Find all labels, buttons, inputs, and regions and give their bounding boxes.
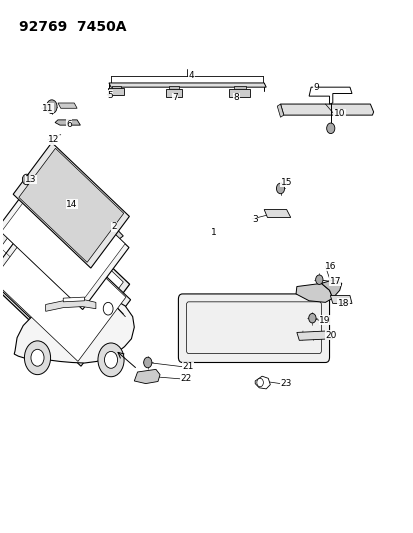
Text: 9: 9	[313, 83, 318, 92]
Polygon shape	[263, 209, 290, 217]
Polygon shape	[1, 170, 125, 306]
Circle shape	[143, 357, 152, 368]
Polygon shape	[13, 142, 129, 268]
Text: 17: 17	[329, 277, 340, 286]
Polygon shape	[58, 103, 77, 108]
Circle shape	[326, 123, 334, 134]
Text: 11: 11	[41, 104, 53, 113]
Polygon shape	[229, 90, 249, 96]
Polygon shape	[109, 83, 266, 87]
Polygon shape	[309, 87, 351, 104]
Polygon shape	[10, 205, 123, 244]
Circle shape	[276, 183, 284, 193]
Circle shape	[315, 275, 322, 285]
Circle shape	[308, 313, 315, 323]
Circle shape	[24, 341, 50, 375]
Text: 20: 20	[325, 330, 336, 340]
Text: 10: 10	[333, 109, 344, 118]
Polygon shape	[169, 86, 179, 90]
Polygon shape	[0, 211, 131, 366]
Polygon shape	[296, 331, 332, 341]
Text: 2: 2	[111, 222, 116, 231]
Text: 12: 12	[47, 135, 59, 144]
Polygon shape	[277, 104, 283, 117]
Circle shape	[98, 343, 124, 377]
Polygon shape	[330, 295, 351, 303]
Circle shape	[22, 174, 31, 185]
Circle shape	[256, 378, 263, 387]
Text: 92769  7450A: 92769 7450A	[19, 20, 126, 34]
Text: 4: 4	[188, 71, 194, 80]
Text: 23: 23	[280, 379, 291, 388]
Polygon shape	[108, 88, 124, 95]
Text: 14: 14	[66, 200, 77, 209]
Polygon shape	[45, 300, 96, 311]
Polygon shape	[0, 192, 129, 361]
Text: 3: 3	[252, 214, 257, 223]
FancyBboxPatch shape	[178, 294, 329, 362]
Polygon shape	[63, 297, 84, 302]
Polygon shape	[320, 280, 341, 298]
Text: 1: 1	[211, 228, 216, 237]
Text: 18: 18	[337, 299, 348, 308]
Polygon shape	[14, 294, 134, 363]
Polygon shape	[254, 376, 270, 389]
Circle shape	[103, 302, 113, 315]
Polygon shape	[0, 216, 126, 361]
Circle shape	[46, 100, 57, 114]
Polygon shape	[55, 120, 80, 125]
Text: 19: 19	[318, 316, 330, 325]
Polygon shape	[166, 90, 182, 96]
Text: 5: 5	[107, 91, 112, 100]
Polygon shape	[19, 148, 123, 262]
Polygon shape	[0, 199, 123, 354]
Polygon shape	[295, 284, 332, 302]
Polygon shape	[0, 166, 129, 310]
Polygon shape	[280, 104, 373, 115]
Text: 22: 22	[180, 374, 191, 383]
Text: 8: 8	[233, 93, 239, 102]
Text: 15: 15	[280, 177, 291, 187]
Polygon shape	[134, 369, 160, 384]
Text: 13: 13	[25, 175, 37, 184]
Polygon shape	[233, 86, 245, 90]
Text: 21: 21	[182, 362, 193, 371]
Text: 16: 16	[325, 262, 336, 271]
Text: 7: 7	[172, 93, 178, 102]
Circle shape	[104, 351, 117, 368]
Circle shape	[31, 349, 44, 366]
Text: 6: 6	[66, 119, 72, 128]
Polygon shape	[112, 86, 121, 88]
